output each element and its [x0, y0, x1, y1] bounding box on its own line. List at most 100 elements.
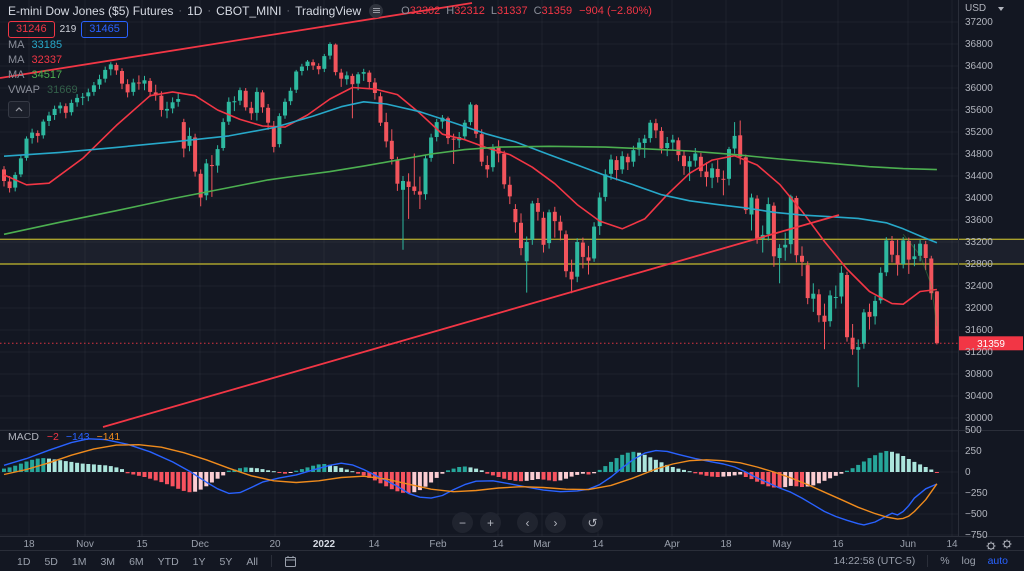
- legend: E-mini Dow Jones ($5) Futures · 1D · CBO…: [8, 3, 652, 118]
- current-price-badge: [959, 336, 1023, 351]
- range-button-6m[interactable]: 6M: [129, 556, 144, 568]
- auto-scale-button[interactable]: auto: [987, 555, 1008, 567]
- high-label: H: [446, 4, 455, 17]
- macd-signal-line: [3, 444, 938, 520]
- price-tick-label: 34000: [965, 193, 993, 204]
- time-tick-label: 14: [368, 539, 380, 550]
- symbol-row[interactable]: E-mini Dow Jones ($5) Futures · 1D · CBO…: [8, 3, 652, 18]
- sell-button[interactable]: 31246: [8, 21, 55, 38]
- scroll-right-button[interactable]: ›: [545, 512, 566, 533]
- ma-lines-layer: [3, 86, 938, 327]
- ma-value: 33185: [31, 39, 63, 51]
- ma-label: MA: [8, 39, 25, 51]
- more-icon[interactable]: [369, 3, 384, 18]
- ma-fast-red: [3, 86, 937, 306]
- time-tick-label: Feb: [429, 539, 447, 550]
- change-value: −904 (−2.80%): [579, 4, 652, 17]
- range-button-all[interactable]: All: [246, 556, 259, 568]
- time-tick-label: Mar: [533, 539, 551, 550]
- vwap-value: 31669: [47, 84, 78, 96]
- macd-line: [3, 438, 938, 526]
- indicator-row-vwap[interactable]: VWAP 31669: [8, 83, 652, 97]
- range-button-ytd[interactable]: YTD: [157, 556, 179, 568]
- price-axis[interactable]: USD 37200 36800 36400 36000 35600 35200 34800 34…: [965, 3, 1004, 550]
- percent-scale-button[interactable]: %: [940, 555, 950, 567]
- exchange-label[interactable]: CBOT_MINI: [216, 3, 282, 18]
- currency-selector[interactable]: USD: [965, 3, 986, 14]
- scale-controls: 14:22:58 (UTC-5) % log auto: [828, 551, 1024, 571]
- chevron-down-icon: [998, 7, 1004, 11]
- time-tick-label: Jun: [900, 539, 916, 550]
- bottom-toolbar: 1D 5D 1M 3M 6M YTD 1Y 5Y All 14:22:58 (UTC-5) % …: [0, 550, 1024, 571]
- time-tick-label: 18: [23, 539, 35, 550]
- indicator-row-ma3[interactable]: MA 34517: [8, 68, 652, 82]
- go-to-date-button[interactable]: [284, 555, 297, 568]
- scroll-left-button[interactable]: ‹: [517, 512, 538, 533]
- close-label: C: [533, 4, 542, 17]
- reset-view-button[interactable]: ↺: [582, 512, 603, 533]
- time-tick-label: Nov: [76, 539, 94, 550]
- range-button-3m[interactable]: 3M: [100, 556, 116, 568]
- zoom-in-button[interactable]: +: [480, 512, 501, 533]
- price-tick-label: 35200: [965, 127, 993, 138]
- price-tick-label: 34800: [965, 149, 993, 160]
- macd-hist-value: −2: [46, 431, 59, 443]
- log-scale-button[interactable]: log: [961, 555, 976, 567]
- range-button-1d[interactable]: 1D: [17, 556, 31, 568]
- toolbar-divider: [271, 555, 273, 567]
- buy-button[interactable]: 31465: [81, 21, 128, 38]
- macd-tick-label: −500: [965, 509, 988, 520]
- macd-line-value: −143: [65, 431, 90, 443]
- range-button-1m[interactable]: 1M: [71, 556, 87, 568]
- toolbar-divider: [927, 555, 929, 567]
- time-axis-settings-gear-icon[interactable]: [1002, 539, 1012, 549]
- vwap-label: VWAP: [8, 84, 40, 96]
- ma-value: 34517: [31, 69, 63, 81]
- time-tick-label: Dec: [191, 539, 209, 550]
- lower-trendline: [102, 214, 840, 428]
- clock[interactable]: 14:22:58 (UTC-5): [833, 555, 916, 567]
- macd-tick-label: 0: [965, 467, 971, 478]
- high-value: 32312: [454, 4, 485, 17]
- macd-tick-label: −750: [965, 530, 988, 541]
- platform-label[interactable]: TradingView: [295, 3, 362, 18]
- price-tick-label: 30000: [965, 413, 993, 424]
- price-tick-label: 36000: [965, 83, 993, 94]
- price-tick-label: 33600: [965, 215, 993, 226]
- indicator-row-ma1[interactable]: MA 33185: [8, 38, 652, 52]
- range-button-5y[interactable]: 5Y: [219, 556, 233, 568]
- time-tick-label: 20: [269, 539, 281, 550]
- price-tick-label: 35600: [965, 105, 993, 116]
- time-tick-label: 15: [136, 539, 148, 550]
- indicator-row-ma2[interactable]: MA 32337: [8, 53, 652, 67]
- collapse-legend-button[interactable]: [8, 101, 30, 118]
- chart-canvas[interactable]: 31359 USD 37200 36800 36400 36000 35600 35200 3…: [0, 0, 1024, 550]
- current-price-line: 31359: [0, 336, 1023, 351]
- trendlines-layer[interactable]: [0, 2, 840, 428]
- separator-dot: ·: [286, 4, 291, 17]
- macd-name: MACD: [8, 431, 39, 443]
- current-price-text: 31359: [977, 339, 1005, 350]
- close-value: 31359: [541, 4, 573, 17]
- spread-value: 219: [59, 24, 77, 35]
- price-tick-label: 36400: [965, 61, 993, 72]
- range-button-1y[interactable]: 1Y: [192, 556, 206, 568]
- order-row: 31246 219 31465: [8, 21, 652, 38]
- price-band-layer: [0, 238, 1024, 265]
- separator-dot: ·: [178, 4, 183, 17]
- zoom-out-button[interactable]: −: [452, 512, 473, 533]
- price-tick-label: 32400: [965, 281, 993, 292]
- chart-nav-cluster: − + ‹ › ↺: [452, 512, 603, 533]
- time-axis[interactable]: 18 Nov 15 Dec 20 2022 14 Feb 14 Mar 14 Apr 18 May 16 Ju…: [23, 539, 1012, 550]
- chevron-up-icon: [15, 107, 23, 112]
- price-tick-label: 30400: [965, 391, 993, 402]
- symbol-title[interactable]: E-mini Dow Jones ($5) Futures: [8, 3, 174, 18]
- range-button-5d[interactable]: 5D: [44, 556, 58, 568]
- price-axis-settings-gear-icon[interactable]: [986, 541, 996, 551]
- low-value: 31337: [496, 4, 528, 17]
- price-tick-label: 37200: [965, 17, 993, 28]
- macd-legend[interactable]: MACD −2 −143 −141: [8, 431, 120, 443]
- time-tick-label: May: [773, 539, 792, 550]
- timeframe-label[interactable]: 1D: [187, 3, 203, 18]
